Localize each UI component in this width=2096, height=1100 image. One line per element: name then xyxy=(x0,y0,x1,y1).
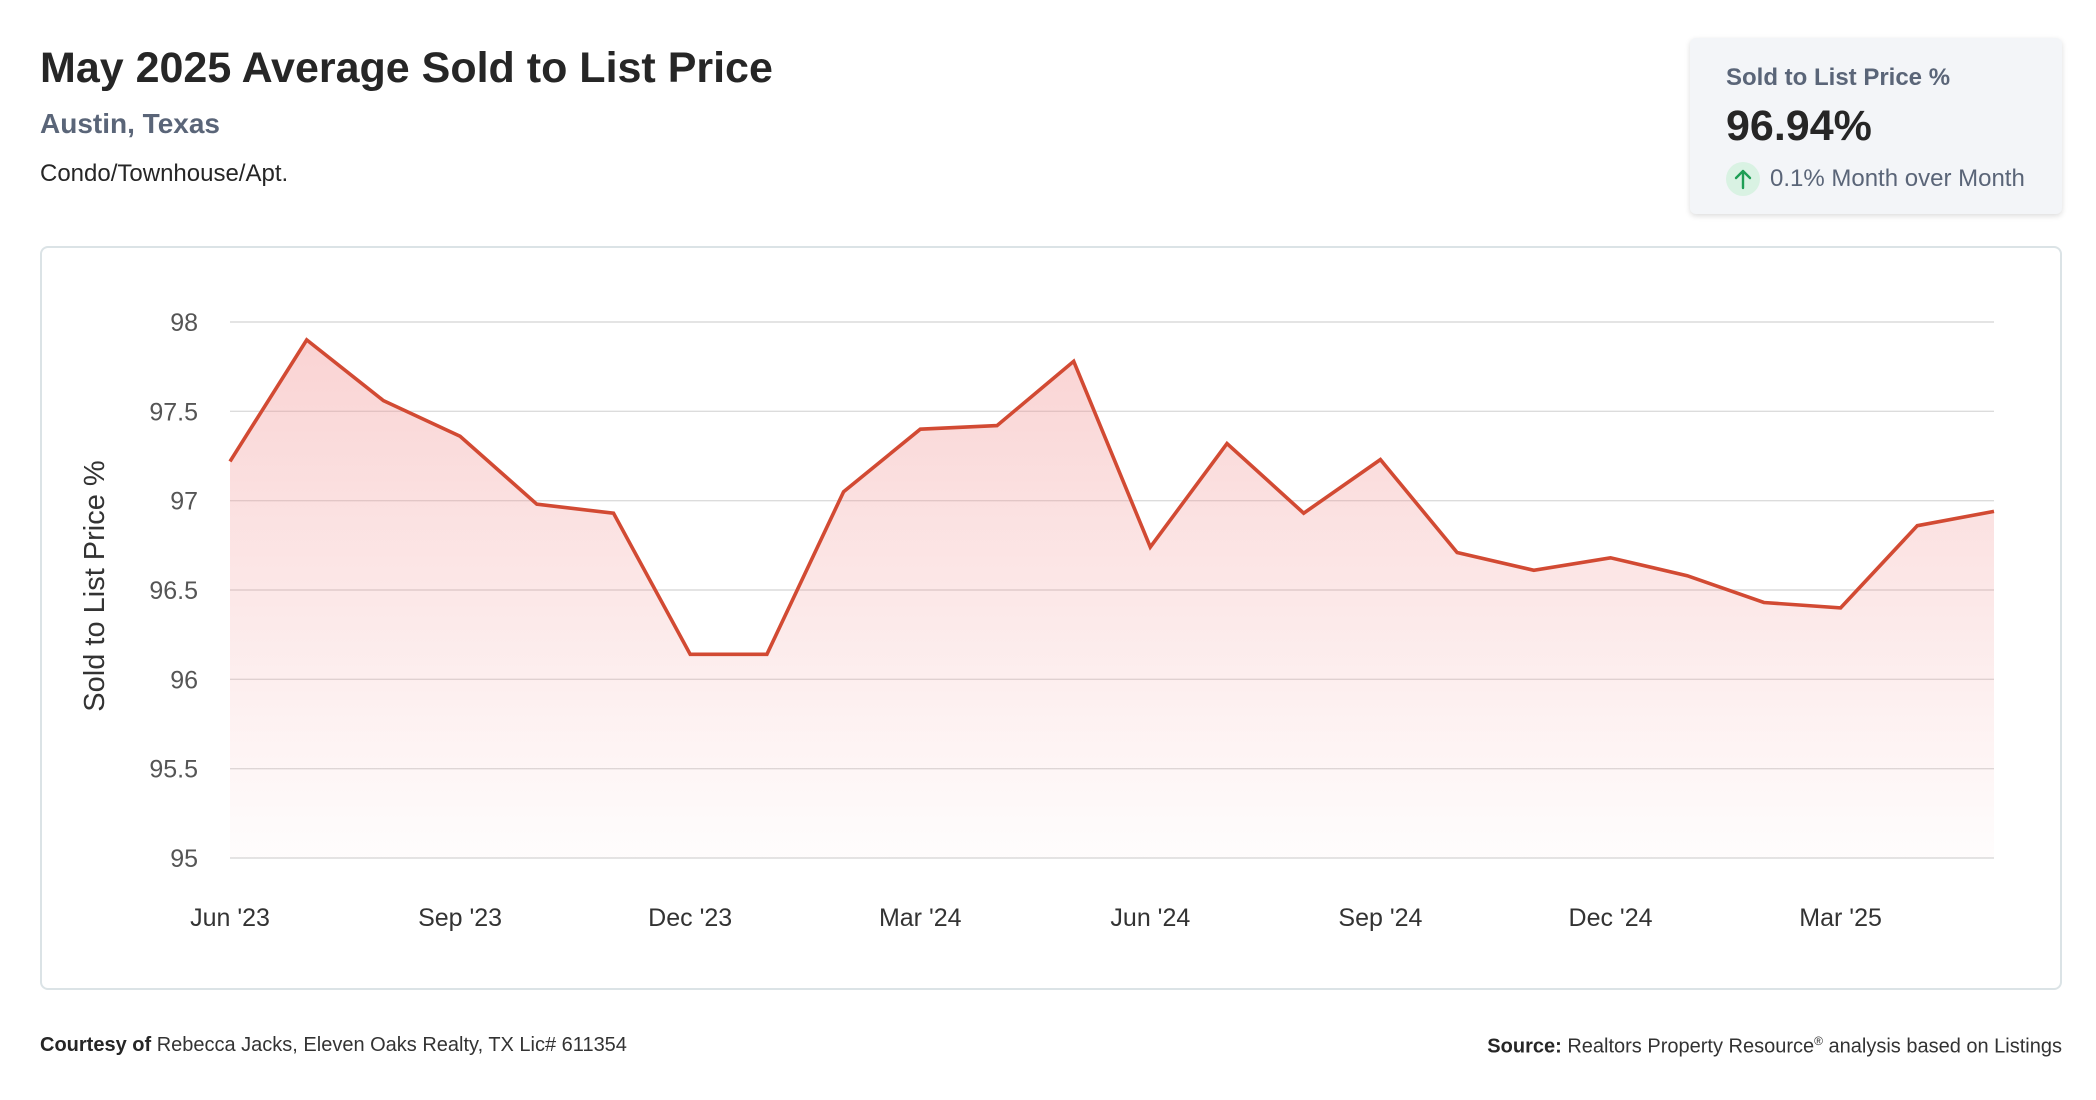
location-subtitle: Austin, Texas xyxy=(40,108,220,139)
series-area xyxy=(230,339,1994,858)
page-title: May 2025 Average Sold to List Price xyxy=(40,44,773,92)
x-tick-label: Sep '23 xyxy=(418,904,502,932)
y-tick-label: 98 xyxy=(170,309,198,337)
source-label: Source: xyxy=(1487,1035,1562,1058)
footer-source: Source: Realtors Property Resource® anal… xyxy=(1487,1034,2062,1059)
courtesy-label: Courtesy of xyxy=(40,1034,152,1056)
stat-value: 96.94% xyxy=(1726,102,1872,150)
y-tick-label: 95 xyxy=(170,845,198,873)
x-tick-label: Jun '24 xyxy=(1110,904,1190,932)
stat-label: Sold to List Price % xyxy=(1726,64,1951,91)
arrow-up-icon xyxy=(1726,162,1760,196)
series-line xyxy=(228,337,1995,657)
x-tick-label: Jun '23 xyxy=(190,904,270,932)
x-tick-label: Mar '24 xyxy=(879,904,962,932)
x-tick-label: Sep '24 xyxy=(1338,904,1422,932)
y-axis-label: Sold to List Price % xyxy=(79,460,111,711)
y-tick-label: 97.5 xyxy=(149,398,198,426)
x-tick-label: Dec '24 xyxy=(1569,904,1653,932)
x-tick-label: Dec '23 xyxy=(648,904,732,932)
property-type-label: Condo/Townhouse/Apt. xyxy=(40,160,289,187)
source-text-1: Realtors Property Resource xyxy=(1567,1035,1815,1058)
chart-frame: 95 95.5 96 96.5 97 97.5 98 Jun '23 Sep '23 Dec '… xyxy=(40,246,2062,990)
footer-courtesy: Courtesy of Rebecca Jacks, Eleven Oaks R… xyxy=(40,1034,627,1057)
y-tick-label: 95.5 xyxy=(149,756,198,784)
line-chart: 95 95.5 96 96.5 97 97.5 98 Jun '23 Sep '23 Dec '… xyxy=(79,309,1995,932)
x-tick-label: Mar '25 xyxy=(1799,904,1882,932)
courtesy-text: Rebecca Jacks, Eleven Oaks Realty, TX Li… xyxy=(156,1034,627,1056)
registered-mark: ® xyxy=(1814,1034,1823,1048)
y-tick-label: 96 xyxy=(170,666,198,694)
stat-change-text: 0.1% Month over Month xyxy=(1770,165,2025,192)
stat-card: Sold to List Price % 96.94% 0.1% Month o… xyxy=(1690,38,2062,214)
y-tick-label: 97 xyxy=(170,488,198,516)
stat-change: 0.1% Month over Month xyxy=(1726,162,2025,196)
y-tick-label: 96.5 xyxy=(149,577,198,605)
source-text-2: analysis based on Listings xyxy=(1822,1035,2063,1058)
